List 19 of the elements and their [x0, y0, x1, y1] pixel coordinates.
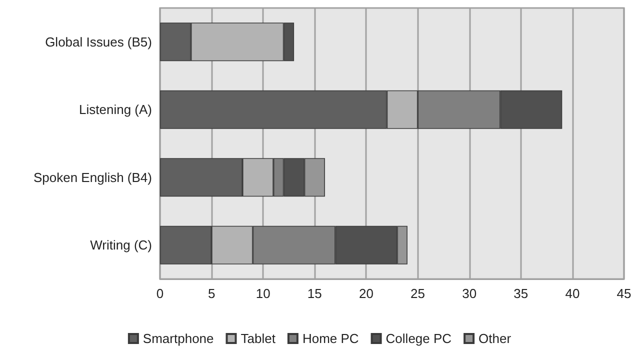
x-tick-label: 30 — [462, 286, 477, 301]
legend-label: Other — [478, 331, 512, 346]
x-tick-label: 5 — [208, 286, 216, 301]
x-tick-label: 0 — [156, 286, 164, 301]
y-tick-label: Spoken English (B4) — [33, 170, 152, 185]
x-tick-label: 35 — [514, 286, 528, 301]
legend-label: Tablet — [240, 331, 276, 346]
legend-label: College PC — [386, 331, 452, 346]
y-tick-label: Writing (C) — [90, 238, 152, 253]
legend-label: Home PC — [302, 331, 359, 346]
x-tick-label: 20 — [358, 286, 374, 301]
x-tick-label: 25 — [410, 286, 426, 301]
x-tick-label: 10 — [256, 286, 270, 301]
x-tick-label: 15 — [307, 286, 322, 301]
y-tick-label: Listening (A) — [79, 102, 152, 118]
x-tick-label: 40 — [565, 286, 580, 301]
legend-label: Smartphone — [142, 331, 214, 346]
x-tick-label: 45 — [616, 286, 632, 301]
y-tick-label: Global Issues (B5) — [45, 34, 152, 50]
